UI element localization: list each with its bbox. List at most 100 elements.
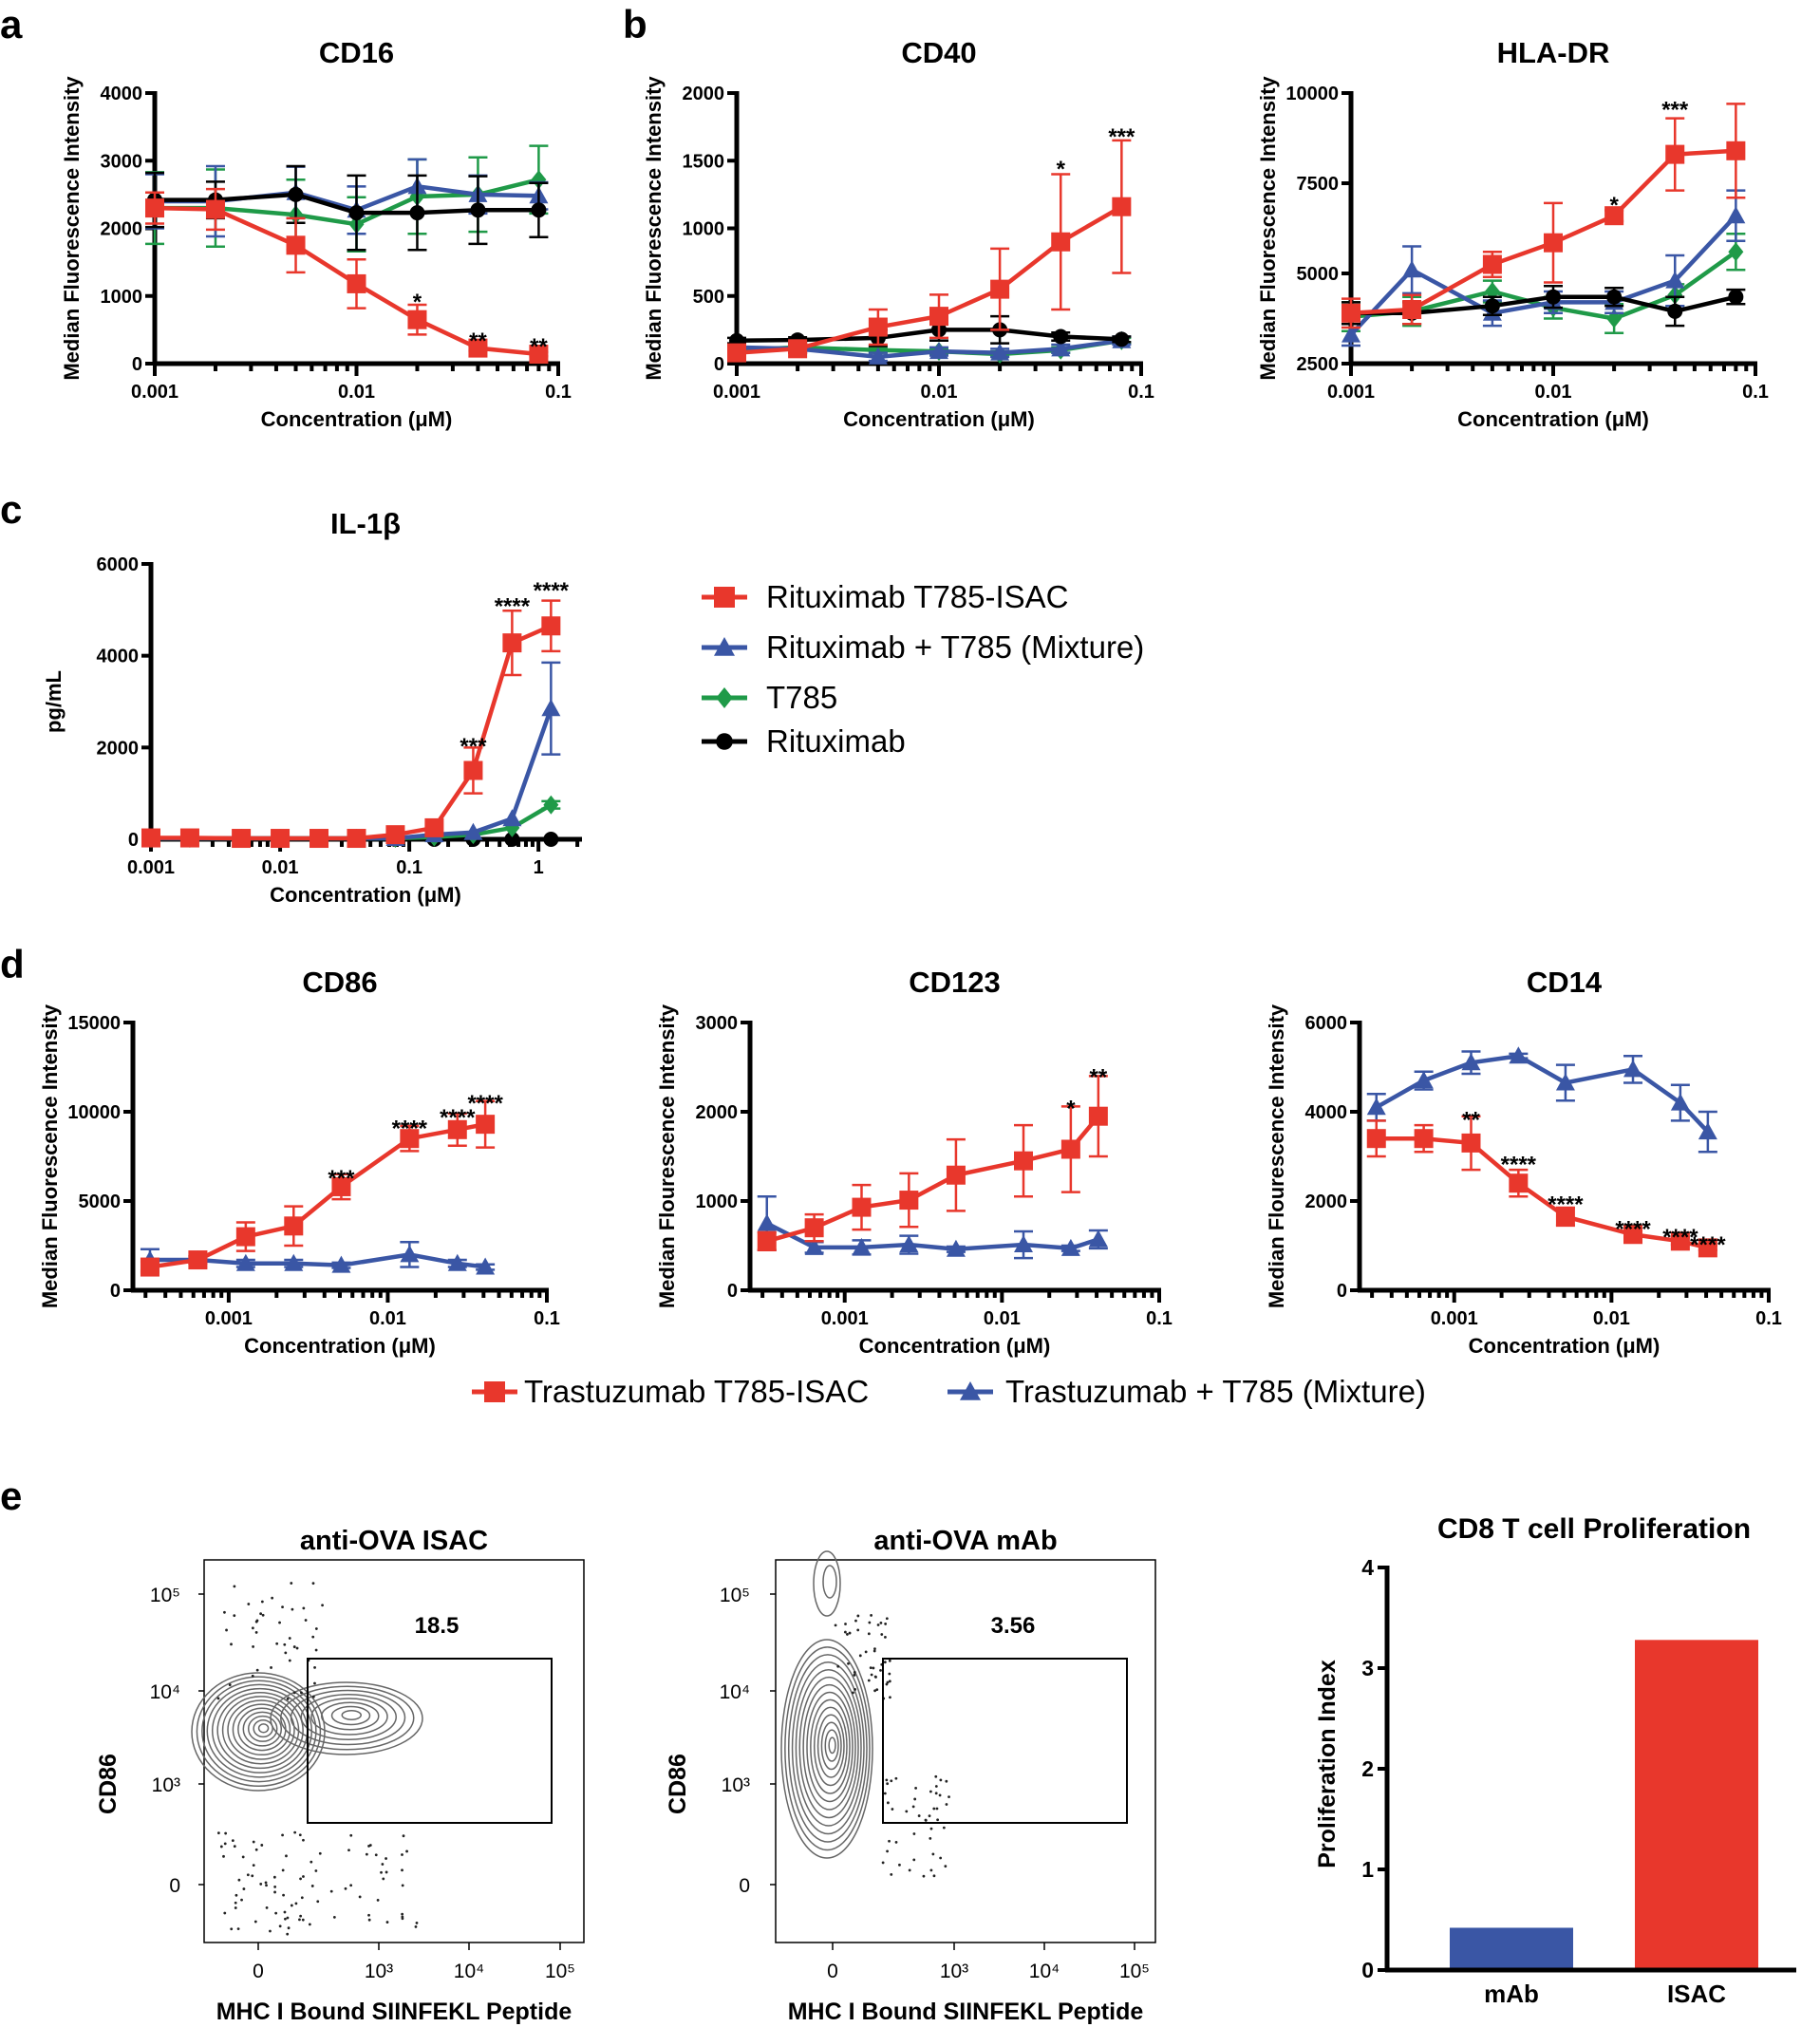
- y-tick-label: 10⁵: [150, 1585, 180, 1606]
- density-contour: [201, 1680, 317, 1783]
- density-contour: [828, 1736, 836, 1755]
- event-dot: [867, 1679, 871, 1682]
- event-dot: [284, 1651, 288, 1655]
- x-axis-label: Concentration (μM): [261, 407, 453, 431]
- plot-frame: [775, 1559, 1156, 1943]
- event-dot: [252, 1864, 255, 1867]
- y-axis-label: CD86: [665, 1754, 691, 1814]
- event-dot: [945, 1803, 948, 1806]
- significance-label: ****: [534, 578, 570, 604]
- square-marker: [1366, 1129, 1386, 1149]
- event-dot: [929, 1836, 932, 1840]
- event-dot: [934, 1792, 938, 1795]
- square-marker: [541, 616, 561, 636]
- y-tick-label: 3: [1361, 1656, 1374, 1680]
- event-dot: [884, 1635, 887, 1639]
- square-marker: [1342, 303, 1360, 323]
- event-dot: [316, 1900, 320, 1904]
- y-axis-label: Proliferation Index: [1314, 1660, 1341, 1868]
- chart-title: CD123: [909, 966, 1001, 999]
- circle-marker: [1728, 289, 1744, 305]
- square-marker: [400, 1129, 420, 1149]
- square-marker: [424, 817, 444, 837]
- diamond-marker: [1728, 242, 1744, 262]
- triangle-marker: [235, 1253, 255, 1271]
- bar-mab: [1450, 1927, 1573, 1970]
- square-marker: [468, 338, 488, 358]
- y-tick-label: 0: [169, 1875, 180, 1897]
- x-tick-label: ISAC: [1667, 1980, 1726, 2008]
- density-contour: [232, 1703, 291, 1756]
- event-dot: [294, 1902, 298, 1905]
- density-contour: [196, 1676, 322, 1788]
- y-tick-label: 10000: [1285, 84, 1339, 104]
- y-axis-label: Median Fluorescence Intensity: [60, 76, 84, 381]
- x-tick-label: 0.001: [1327, 382, 1375, 403]
- series-red: [140, 1099, 496, 1277]
- square-marker: [1698, 1238, 1717, 1258]
- y-tick-label: 1000: [101, 287, 143, 308]
- event-dot: [886, 1849, 889, 1853]
- event-dot: [368, 1844, 372, 1847]
- event-dot: [873, 1689, 876, 1693]
- event-dot: [349, 1884, 353, 1887]
- density-contour: [257, 1723, 270, 1734]
- square-marker: [347, 829, 366, 849]
- y-tick-label: 0: [110, 1281, 121, 1302]
- event-dot: [376, 1899, 380, 1902]
- x-axis-label: Concentration (μM): [1457, 407, 1649, 431]
- square-marker: [727, 343, 746, 363]
- event-dot: [401, 1917, 404, 1921]
- density-contour: [791, 1661, 865, 1835]
- square-marker: [1060, 1139, 1080, 1159]
- event-dot: [241, 1855, 245, 1859]
- panel-label-b: b: [623, 2, 647, 47]
- event-dot: [295, 1646, 299, 1650]
- density-contour: [806, 1691, 854, 1803]
- legend-label: Trastuzumab + T785 (Mixture): [1005, 1374, 1426, 1409]
- chart-cd16: 0 1000 2000 3000 4000 0.001 0.01 0.1 CD16 Concent…: [60, 36, 572, 431]
- x-tick-label: 0.01: [1593, 1308, 1630, 1329]
- square-marker: [714, 587, 735, 608]
- circle-marker: [1667, 303, 1683, 319]
- event-dot: [311, 1695, 315, 1699]
- event-dot: [273, 1890, 276, 1894]
- event-dot: [233, 1845, 236, 1849]
- significance-label: ****: [467, 1091, 503, 1117]
- event-dot: [344, 1886, 347, 1890]
- event-dot: [234, 1906, 237, 1909]
- y-tick-label: 10³: [152, 1774, 180, 1796]
- significance-label: **: [469, 328, 487, 354]
- event-dot: [278, 1924, 282, 1928]
- density-contour: [813, 1706, 848, 1787]
- triangle-marker: [1414, 1071, 1434, 1089]
- y-tick-label: 6000: [1305, 1013, 1348, 1034]
- density-contour: [780, 1639, 873, 1859]
- diamond-marker: [716, 687, 733, 708]
- event-dot: [302, 1838, 305, 1842]
- event-dot: [314, 1648, 318, 1652]
- circle-marker: [531, 202, 547, 218]
- x-tick-label: 10⁵: [545, 1961, 575, 1982]
- square-marker: [788, 339, 808, 359]
- event-dot: [929, 1827, 933, 1830]
- series-blue: [1366, 1046, 1717, 1154]
- x-axis-label: Concentration (μM): [1469, 1334, 1661, 1358]
- x-axis-label: Concentration (μM): [843, 407, 1035, 431]
- y-tick-label: 2500: [1297, 354, 1340, 375]
- event-dot: [888, 1839, 891, 1843]
- y-tick-label: 2000: [97, 738, 140, 759]
- series-line: [151, 707, 554, 841]
- event-dot: [872, 1666, 875, 1670]
- square-marker: [235, 1227, 255, 1247]
- event-dot: [932, 1807, 936, 1811]
- significance-label: ***: [460, 734, 487, 760]
- event-dot: [872, 1649, 876, 1653]
- event-dot: [284, 1917, 287, 1921]
- triangle-marker: [1366, 1098, 1386, 1116]
- y-tick-label: 1: [1361, 1857, 1374, 1882]
- density-contour: [810, 1699, 851, 1794]
- event-dot: [879, 1668, 882, 1672]
- event-dot: [234, 1901, 237, 1905]
- density-contour: [798, 1676, 859, 1819]
